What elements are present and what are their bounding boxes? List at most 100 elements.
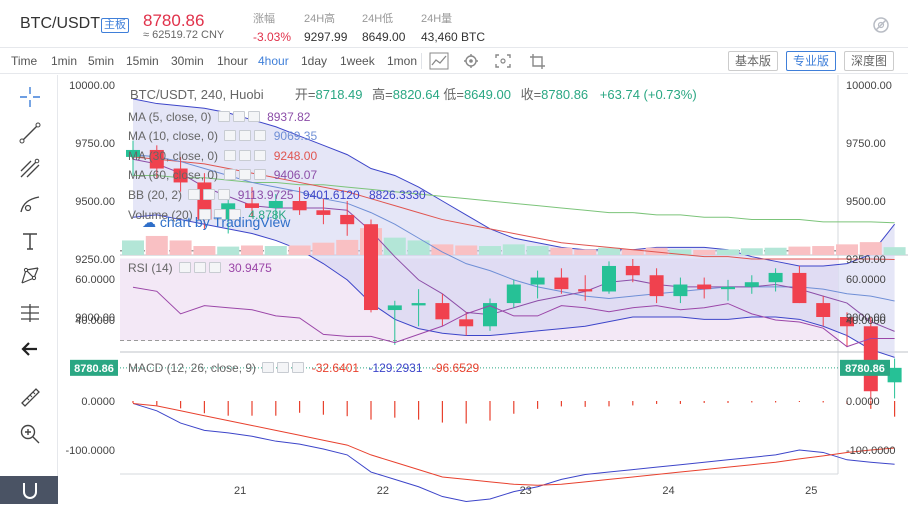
- text-icon[interactable]: [17, 228, 43, 254]
- eye-icon[interactable]: [188, 189, 201, 200]
- board-tag: 主板: [101, 18, 129, 33]
- close-icon[interactable]: [247, 111, 260, 122]
- volume-bar: [883, 247, 906, 255]
- tradingview-watermark: ☁ chart by TradingView: [142, 215, 290, 229]
- indicator-icon[interactable]: [428, 51, 450, 71]
- gear-icon[interactable]: [214, 209, 227, 220]
- interval-4hour[interactable]: 4hour: [258, 54, 289, 68]
- candle-body: [792, 272, 807, 304]
- volume-bar: [645, 247, 668, 255]
- candle-body: [435, 303, 450, 320]
- ma30-legend[interactable]: MA (30, close, 0) 9248.00: [128, 149, 317, 163]
- interval-5min[interactable]: 5min: [88, 54, 115, 68]
- ma10-legend[interactable]: MA (10, close, 0) 9069.35: [128, 129, 317, 143]
- back-arrow-icon[interactable]: [17, 336, 43, 362]
- close-value-ohlc: 8780.86: [541, 87, 589, 102]
- gear-icon[interactable]: [239, 169, 252, 180]
- pattern-icon[interactable]: [17, 263, 43, 289]
- price-chart[interactable]: 10000.00 10000.00 9750.00 9750.00 9500.00 950…: [58, 75, 908, 504]
- eye-icon[interactable]: [217, 111, 230, 122]
- magnet-icon[interactable]: [17, 477, 43, 503]
- price-tag-left-text: 8780.86: [74, 363, 114, 375]
- close-icon[interactable]: [292, 362, 305, 373]
- eye-icon[interactable]: [224, 169, 237, 180]
- ma10-value: 9069.35: [273, 129, 318, 143]
- macd-signal-value: -96.6529: [431, 361, 480, 375]
- time-label[interactable]: Time: [11, 54, 38, 68]
- ticker-symbol[interactable]: BTC/USDT: [20, 15, 100, 32]
- macd-tick-right: -100.0000: [846, 445, 896, 457]
- time-tick: 25: [805, 485, 817, 497]
- brush-icon[interactable]: [17, 191, 43, 217]
- volume-legend[interactable]: Volume (20) 4.878K: [128, 208, 286, 222]
- eye-icon[interactable]: [224, 150, 237, 161]
- crosshair-icon[interactable]: [17, 84, 43, 110]
- mode-pro-button[interactable]: 专业版: [786, 51, 837, 71]
- volume-bar: [241, 245, 263, 255]
- rsi-legend[interactable]: RSI (14) 30.9475: [128, 261, 272, 275]
- interval-1hour[interactable]: 1hour: [217, 54, 248, 68]
- bb-legend[interactable]: BB (20, 2) 9113.9725 9401.6120 8826.3330: [128, 188, 426, 202]
- settings-icon[interactable]: [460, 51, 482, 71]
- screenshot-icon[interactable]: [527, 51, 549, 71]
- eye-icon[interactable]: [224, 130, 237, 141]
- volume-bar: [122, 240, 144, 255]
- interval-1mon[interactable]: 1mon: [387, 54, 418, 68]
- ma10-label: MA (10, close, 0): [128, 129, 219, 143]
- chart-area[interactable]: 10000.00 10000.00 9750.00 9750.00 9500.00 950…: [58, 75, 908, 507]
- fib-icon[interactable]: [17, 155, 43, 181]
- close-icon[interactable]: [218, 189, 231, 200]
- ma60-legend[interactable]: MA (60, close, 0) 9406.07: [128, 168, 317, 182]
- close-icon[interactable]: [254, 150, 267, 161]
- candle-body: [364, 224, 378, 311]
- close-label-ohlc: 收=: [520, 87, 542, 102]
- ruler-icon[interactable]: [17, 384, 43, 410]
- close-icon[interactable]: [229, 209, 242, 220]
- eye-icon[interactable]: [179, 262, 192, 273]
- candle-body: [625, 265, 640, 276]
- close-icon[interactable]: [254, 130, 267, 141]
- price-tick-right: 9000.00: [846, 312, 886, 324]
- macd-hist-value: -32.6401: [311, 361, 360, 375]
- eye-off-icon[interactable]: [871, 15, 891, 35]
- volume-bar: [574, 249, 597, 255]
- fullscreen-icon[interactable]: [492, 51, 514, 71]
- volume-bar: [169, 240, 192, 255]
- interval-15min[interactable]: 15min: [126, 54, 159, 68]
- macd-legend[interactable]: MACD (12, 26, close, 9) -32.6401 -129.29…: [128, 361, 479, 375]
- eye-icon[interactable]: [199, 209, 212, 220]
- volume-bar: [502, 244, 525, 255]
- eye-icon[interactable]: [262, 362, 275, 373]
- gear-icon[interactable]: [203, 189, 216, 200]
- interval-1day[interactable]: 1day: [301, 54, 328, 68]
- interval-30min[interactable]: 30min: [171, 54, 204, 68]
- time-tick: 24: [662, 485, 674, 497]
- gear-icon[interactable]: [194, 262, 207, 273]
- close-icon[interactable]: [209, 262, 222, 273]
- volume-label: 24H量: [421, 13, 453, 25]
- open-value: 8718.49: [315, 87, 363, 102]
- gear-icon[interactable]: [232, 111, 245, 122]
- cloud-icon: ☁: [142, 214, 156, 230]
- gear-icon[interactable]: [239, 150, 252, 161]
- interval-1week[interactable]: 1week: [340, 54, 375, 68]
- candle-body: [602, 265, 616, 292]
- close-icon[interactable]: [254, 169, 267, 180]
- ma5-legend[interactable]: MA (5, close, 0) 8937.82: [128, 110, 310, 124]
- interval-1min[interactable]: 1min: [51, 54, 78, 68]
- gear-icon[interactable]: [277, 362, 290, 373]
- volume-bar: [598, 247, 620, 255]
- gear-icon[interactable]: [239, 130, 252, 141]
- price-tag-right-text: 8780.86: [845, 363, 885, 375]
- candle-body: [840, 317, 854, 327]
- measure-icon[interactable]: [17, 300, 43, 326]
- candle-body: [649, 275, 664, 297]
- trend-line-icon[interactable]: [17, 120, 43, 146]
- candle-body: [316, 210, 331, 215]
- mode-depth-button[interactable]: 深度图: [844, 51, 895, 71]
- mode-basic-button[interactable]: 基本版: [728, 51, 779, 71]
- volume-value: 43,460 BTC: [421, 30, 486, 44]
- zoom-in-icon[interactable]: [17, 421, 43, 447]
- change-label: 涨幅: [253, 13, 275, 25]
- rsi-tick-left: 40.0000: [75, 315, 115, 327]
